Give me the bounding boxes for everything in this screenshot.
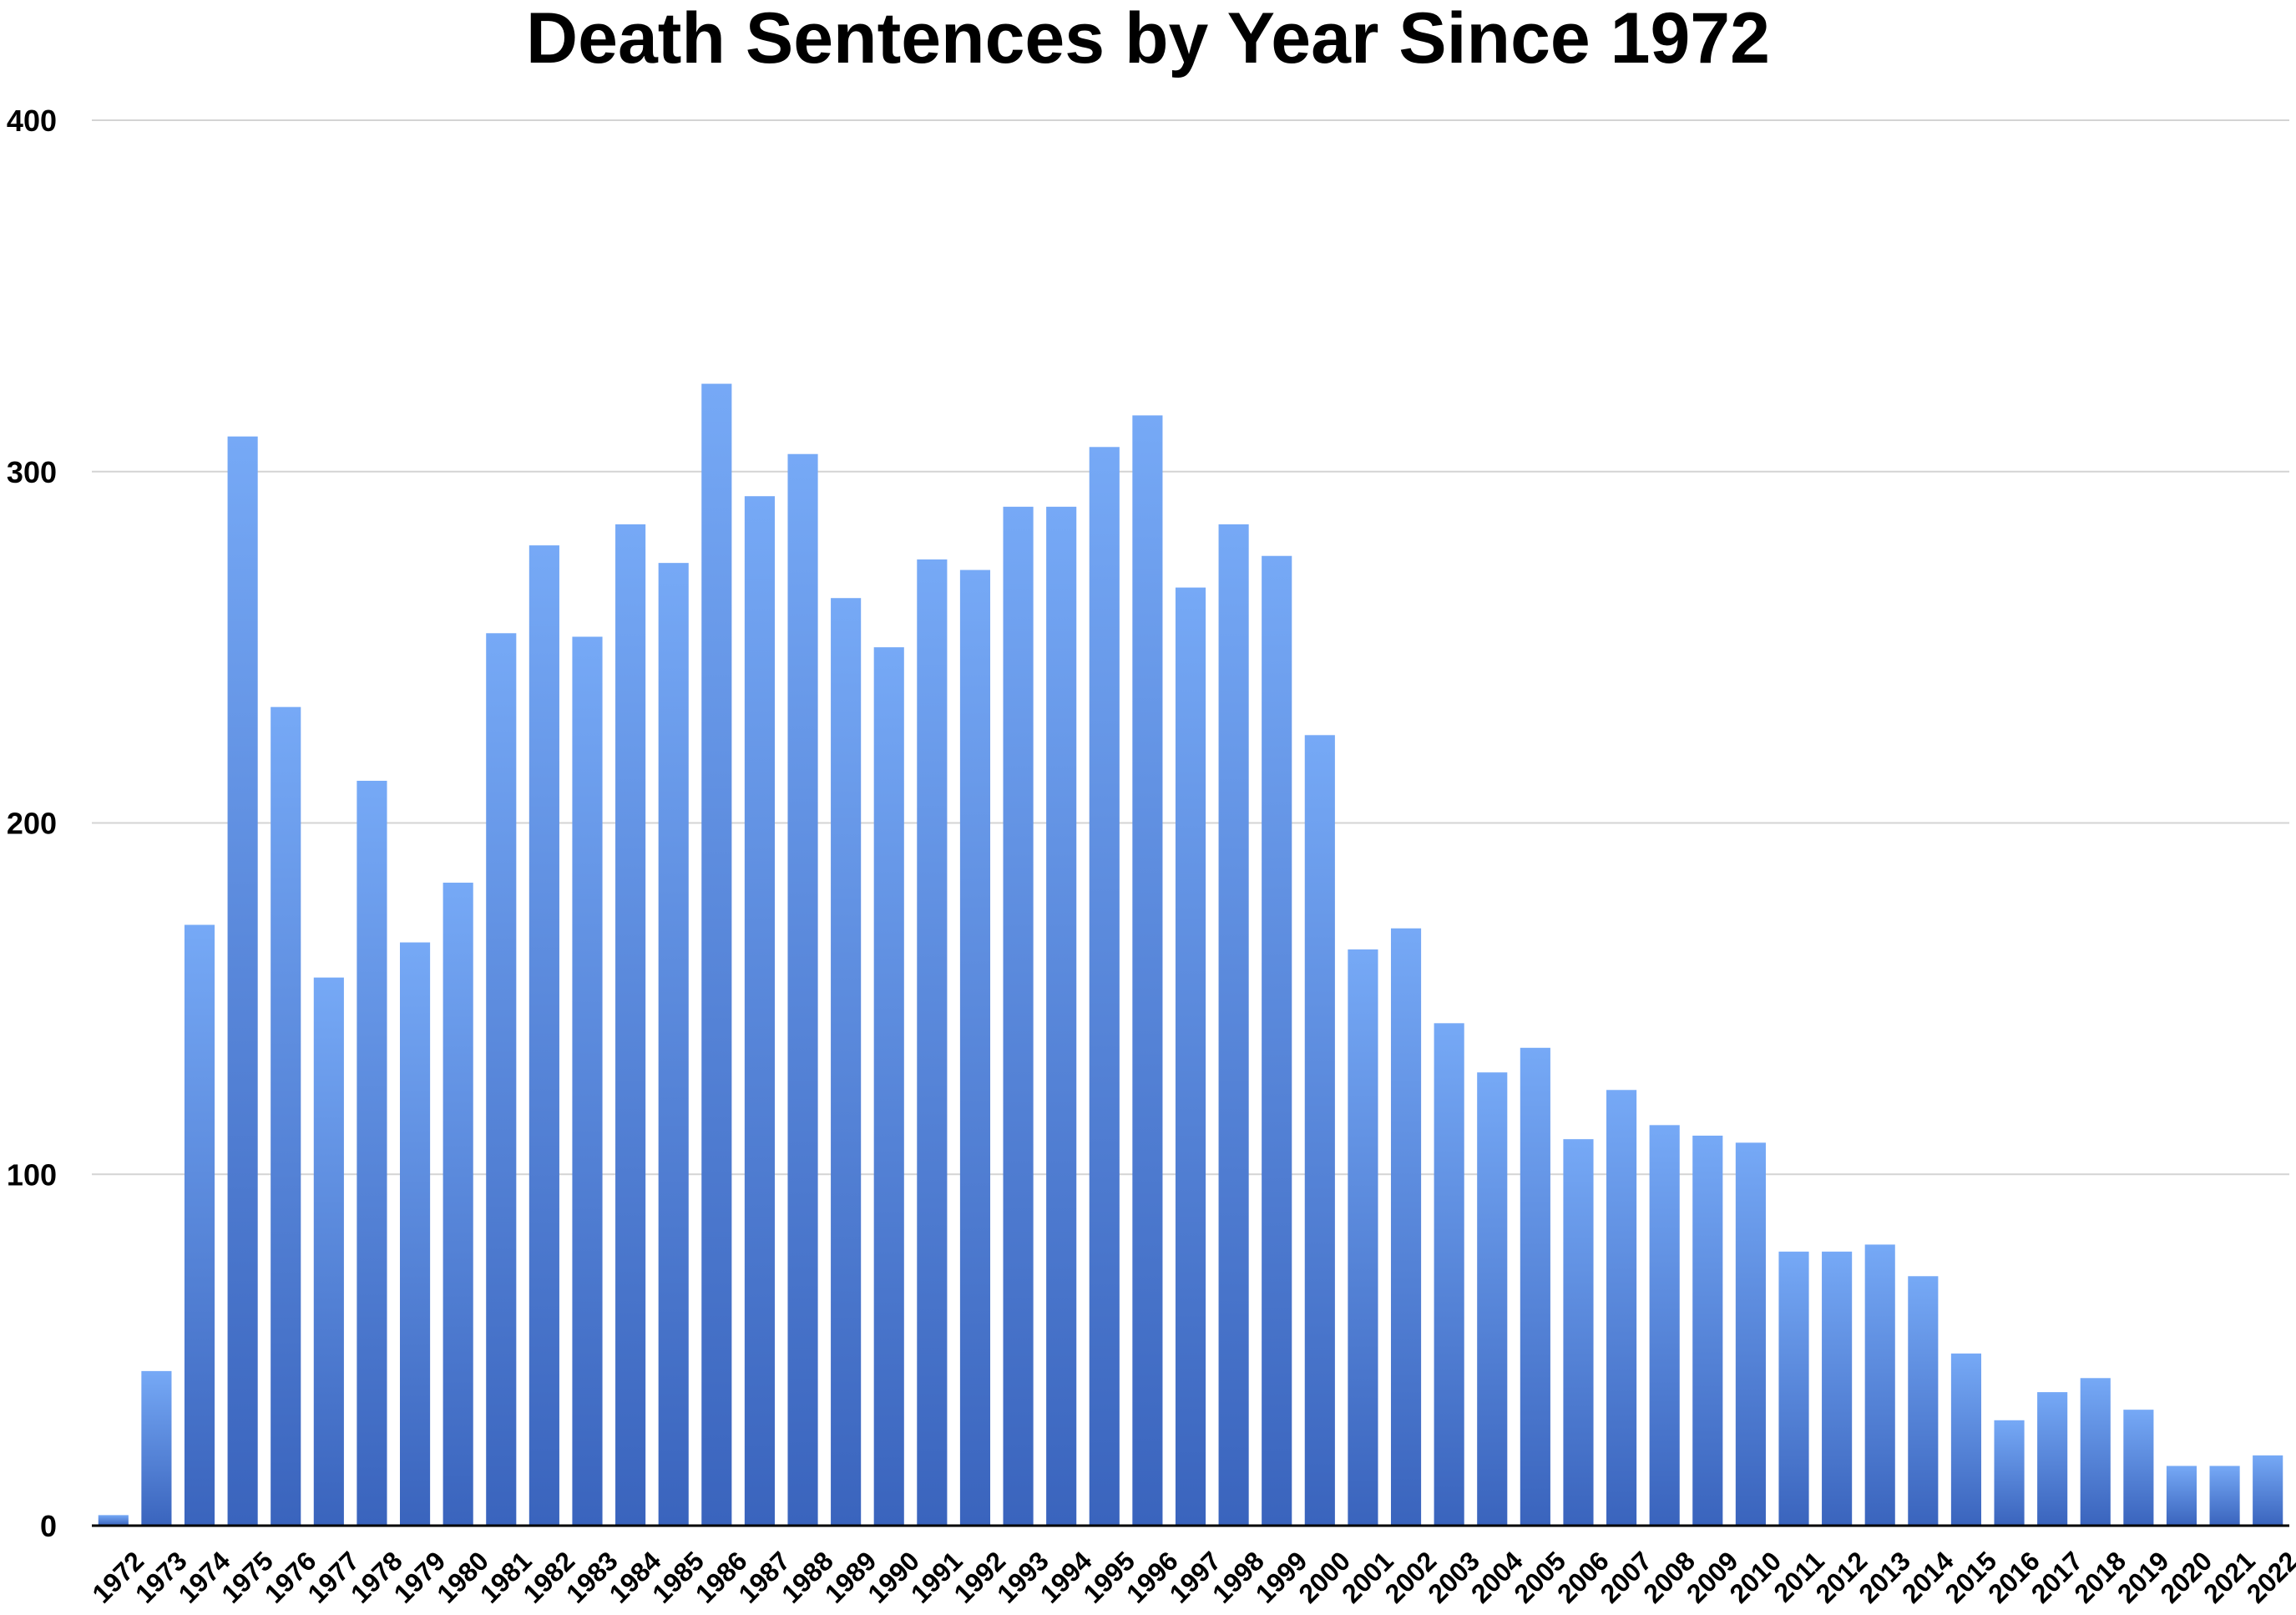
bar-2017 [2037, 1392, 2068, 1526]
y-axis-ticks: 0 100 200 300 400 [7, 104, 57, 1543]
bar-2002 [1390, 928, 1422, 1526]
bars [98, 383, 2283, 1526]
bar-2010 [1735, 1142, 1766, 1526]
bar-1990 [873, 647, 904, 1526]
y-tick-label: 200 [7, 807, 57, 841]
bar-2012 [1822, 1251, 1853, 1526]
bar-2000 [1304, 735, 1335, 1526]
bar-2018 [2080, 1378, 2111, 1526]
bar-2006 [1563, 1139, 1594, 1526]
bar-2016 [1994, 1420, 2025, 1526]
bar-1984 [615, 524, 646, 1526]
bar-1993 [1003, 506, 1034, 1526]
bar-2015 [1950, 1353, 1982, 1526]
bar-1982 [528, 545, 559, 1526]
bar-1988 [787, 453, 818, 1526]
bar-2013 [1864, 1244, 1895, 1526]
bar-2020 [2166, 1466, 2197, 1526]
bar-2004 [1477, 1072, 1508, 1526]
bar-1995 [1089, 447, 1120, 1526]
x-axis-ticks: 1972197319741975197619771978197919801981… [86, 1546, 2296, 1609]
bar-1976 [271, 706, 301, 1526]
bar-1978 [357, 781, 387, 1526]
chart-title: Death Sentences by Year Since 1972 [526, 0, 1770, 78]
bar-1991 [917, 559, 948, 1526]
bar-1998 [1218, 524, 1249, 1526]
bar-1980 [443, 883, 473, 1526]
bar-1997 [1175, 587, 1206, 1526]
bar-1999 [1262, 555, 1292, 1526]
bar-2003 [1434, 1023, 1464, 1526]
bar-1989 [831, 598, 862, 1526]
bar-2009 [1692, 1135, 1723, 1526]
bar-1972 [98, 1515, 129, 1526]
y-tick-label: 400 [7, 104, 57, 138]
bar-1996 [1132, 415, 1163, 1526]
bar-2007 [1606, 1090, 1637, 1526]
bar-1979 [399, 942, 431, 1526]
bar-2011 [1778, 1251, 1809, 1526]
bar-1994 [1046, 506, 1077, 1526]
bar-1973 [141, 1370, 172, 1526]
bar-2014 [1908, 1276, 1939, 1526]
bar-2022 [2253, 1455, 2283, 1526]
bar-1975 [227, 436, 258, 1526]
y-tick-label: 0 [40, 1509, 57, 1543]
bar-1974 [184, 924, 215, 1526]
bar-2021 [2209, 1466, 2240, 1526]
bar-2005 [1520, 1047, 1550, 1526]
bar-1986 [701, 383, 732, 1526]
y-tick-label: 100 [7, 1157, 57, 1192]
bar-2008 [1649, 1125, 1680, 1526]
bar-1977 [313, 977, 344, 1526]
bar-1987 [744, 496, 775, 1526]
bar-1981 [486, 633, 517, 1526]
bar-2019 [2123, 1410, 2154, 1526]
bar-1983 [572, 636, 603, 1526]
bar-1985 [658, 563, 689, 1526]
bar-1992 [959, 570, 991, 1526]
y-tick-label: 300 [7, 455, 57, 489]
bar-2001 [1348, 949, 1378, 1526]
